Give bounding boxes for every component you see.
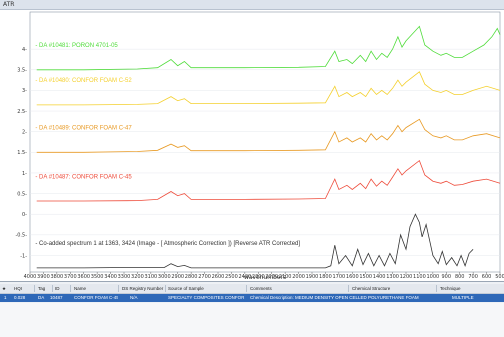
y-tick-label: 3-: [22, 88, 27, 94]
col-header-source[interactable]: Source of Sample: [168, 286, 204, 291]
x-tick-label: 3900: [37, 274, 50, 280]
x-tick-label: 1700: [332, 274, 345, 280]
col-header-hqi-icon[interactable]: ★: [2, 286, 7, 291]
col-header-technique[interactable]: Technique: [440, 286, 461, 291]
col-header-structure[interactable]: Chemical Structure: [352, 286, 391, 291]
results-header: ★ HQI Tag ID Name DS Registry Number Sou…: [0, 284, 504, 294]
spectrum-line-4: [36, 159, 501, 202]
x-tick-label: 1500: [359, 274, 372, 280]
x-tick-label: 2900: [171, 274, 184, 280]
x-tick-label: 1900: [306, 274, 319, 280]
spectrum-line-3: [36, 118, 501, 153]
y-tick-label: 1.5-: [17, 150, 27, 156]
spectrum-label-5: - Co-added spectrum 1 at 1363, 3424 (Ima…: [35, 241, 300, 247]
x-tick-label: 3000: [158, 274, 171, 280]
y-tick-label: 4-: [22, 47, 27, 53]
spectrum-label-4: - DA #10487: CONFOR FOAM C-45: [35, 174, 132, 180]
x-tick-label: 2700: [198, 274, 211, 280]
y-tick-label: 2-: [22, 129, 27, 135]
row-comments: Chemical Description: MEDIUM DENSITY OPE…: [250, 295, 419, 300]
x-tick-label: 2300: [252, 274, 265, 280]
spectrum-label-1: - DA #10481: PORON 4701-05: [35, 43, 118, 49]
x-tick-label: 2800: [185, 274, 198, 280]
x-tick-label: 4000: [24, 274, 37, 280]
x-tick-label: 900: [442, 274, 452, 280]
row-registry: N/A: [130, 295, 138, 300]
x-tick-label: 2600: [212, 274, 225, 280]
x-tick-label: 1300: [386, 274, 399, 280]
x-tick-label: 1800: [319, 274, 332, 280]
y-tick-label: -0.5-: [15, 233, 27, 239]
col-header-hqi[interactable]: HQI: [14, 286, 23, 291]
x-tick-label: 3200: [131, 274, 144, 280]
col-header-id[interactable]: ID: [55, 286, 60, 291]
x-tick-label: 1600: [346, 274, 359, 280]
spectrum-label-3: - DA #10489: CONFOR FOAM C-47: [35, 126, 132, 132]
spectrum-chart[interactable]: 4- 3.5- 3- 2.5- 2- 1.5- 1- 0.5- 0- -0.5- -1- 4000 39…: [0, 10, 504, 280]
x-tick-label: 3400: [104, 274, 117, 280]
x-tick-label: 2500: [225, 274, 238, 280]
x-tick-label: 3300: [118, 274, 131, 280]
x-tick-label: 1000: [426, 274, 439, 280]
y-tick-label: 0-: [22, 212, 27, 218]
row-index: 1: [4, 295, 7, 300]
x-tick-label: 2100: [279, 274, 292, 280]
x-tick-label: 1400: [373, 274, 386, 280]
y-tick-label: 1-: [22, 171, 27, 177]
plot-frame: [29, 11, 501, 273]
spectrum-line-2: [36, 71, 501, 106]
row-hqi: 0.028: [14, 295, 26, 300]
col-header-name[interactable]: Name: [74, 286, 87, 291]
spectrum-label-2: - DA #10480: CONFOR FOAM C-52: [35, 78, 132, 84]
x-tick-label: 800: [455, 274, 465, 280]
x-tick-label: 3100: [144, 274, 157, 280]
col-header-registry[interactable]: DS Registry Number: [122, 286, 164, 291]
x-tick-label: 500: [495, 274, 504, 280]
x-tick-label: 700: [468, 274, 478, 280]
y-tick-label: 0.5-: [17, 191, 27, 197]
x-tick-label: 3800: [50, 274, 63, 280]
spectrum-line-1: [36, 25, 501, 71]
x-tick-label: 1200: [400, 274, 413, 280]
x-tick-label: 3500: [91, 274, 104, 280]
results-panel: ★ HQI Tag ID Name DS Registry Number Sou…: [0, 281, 504, 337]
x-tick-label: 3600: [77, 274, 90, 280]
row-technique: MULTIPLE: [452, 295, 474, 300]
x-tick-label: 1100: [413, 274, 426, 280]
x-tick-label: 2400: [238, 274, 251, 280]
x-axis-label: wavenumbers: [244, 274, 286, 280]
x-tick-label: 2000: [292, 274, 305, 280]
result-row[interactable]: 1 0.028 DA 10487 CONFOR FOAM C-45 N/A SP…: [0, 294, 504, 302]
row-name: CONFOR FOAM C-45: [74, 295, 118, 300]
chart-toolbar: ATR: [0, 0, 504, 10]
row-id: 10487: [50, 295, 63, 300]
y-unit-label: ATR: [3, 1, 15, 8]
spectrum-line-5: [36, 213, 474, 269]
col-header-tag[interactable]: Tag: [38, 286, 46, 291]
x-tick-label: 2200: [265, 274, 278, 280]
y-tick-label: 2.5-: [17, 109, 27, 115]
y-tick-label: 3.5-: [17, 68, 27, 74]
row-source: SPECIALTY COMPOSITES CONFOR FOAM: [168, 295, 246, 300]
x-tick-label: 600: [482, 274, 492, 280]
y-tick-label: -1-: [20, 253, 27, 259]
col-header-comments[interactable]: Comments: [250, 286, 272, 291]
spectrum-plot[interactable]: 4- 3.5- 3- 2.5- 2- 1.5- 1- 0.5- 0- -0.5- -1- 4000 39…: [0, 10, 504, 280]
x-tick-label: 3700: [64, 274, 77, 280]
row-tag: DA: [38, 295, 45, 300]
results-empty-area: [0, 303, 504, 337]
